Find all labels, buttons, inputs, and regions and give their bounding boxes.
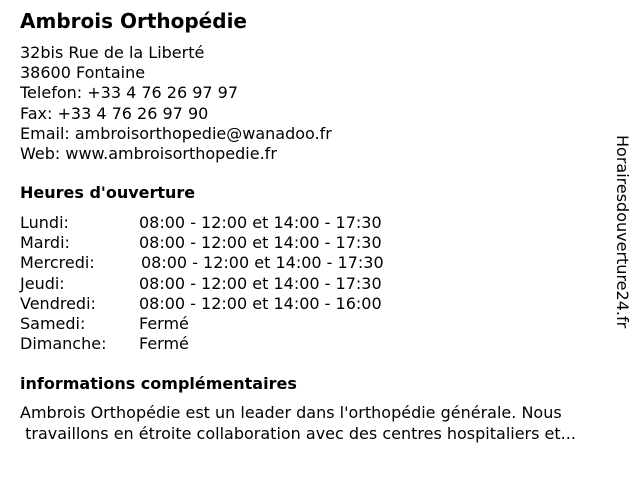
time: Fermé bbox=[139, 314, 189, 334]
info-text: Ambrois Orthopédie est un leader dans l'… bbox=[20, 403, 576, 444]
hours-row: Mardi: 08:00 - 12:00 et 14:00 - 17:30 bbox=[20, 233, 384, 253]
time: 08:00 - 12:00 et 14:00 - 17:30 bbox=[141, 253, 384, 273]
time: Fermé bbox=[139, 334, 189, 354]
info-heading: informations complémentaires bbox=[20, 374, 297, 393]
hours-row: Samedi: Fermé bbox=[20, 314, 384, 334]
hours-row: Vendredi: 08:00 - 12:00 et 14:00 - 16:00 bbox=[20, 294, 384, 314]
hours-heading: Heures d'ouverture bbox=[20, 183, 196, 202]
day: Mercredi: bbox=[20, 253, 95, 273]
day: Lundi: bbox=[20, 213, 69, 232]
info-line: Ambrois Orthopédie est un leader dans l'… bbox=[20, 403, 562, 422]
contact-block: 32bis Rue de la Liberté 38600 Fontaine T… bbox=[20, 43, 332, 164]
day: Samedi: bbox=[20, 314, 86, 334]
time: 08:00 - 12:00 et 14:00 - 17:30 bbox=[139, 273, 382, 293]
info-line: travaillons en étroite collaboration ave… bbox=[20, 423, 576, 443]
time: 08:00 - 12:00 et 14:00 - 17:30 bbox=[139, 233, 382, 253]
hours-row: Dimanche: Fermé bbox=[20, 334, 384, 354]
address-street: 32bis Rue de la Liberté bbox=[20, 43, 205, 62]
fax: Fax: +33 4 76 26 97 90 bbox=[20, 103, 209, 123]
watermark: Horairesdouverture24.fr bbox=[613, 135, 632, 329]
business-name: Ambrois Orthopédie bbox=[20, 9, 247, 33]
time: 08:00 - 12:00 et 14:00 - 17:30 bbox=[139, 213, 382, 232]
day: Mardi: bbox=[20, 233, 70, 253]
day: Vendredi: bbox=[20, 293, 96, 313]
email: Email: ambroisorthopedie@wanadoo.fr bbox=[20, 123, 332, 143]
hours-table: Lundi: 08:00 - 12:00 et 14:00 - 17:30 Mar… bbox=[20, 213, 384, 354]
hours-row: Mercredi: 08:00 - 12:00 et 14:00 - 17:30 bbox=[20, 253, 384, 273]
hours-row: Lundi: 08:00 - 12:00 et 14:00 - 17:30 bbox=[20, 213, 384, 233]
phone: Telefon: +33 4 76 26 97 97 bbox=[20, 83, 239, 103]
hours-row: Jeudi: 08:00 - 12:00 et 14:00 - 17:30 bbox=[20, 274, 384, 294]
time: 08:00 - 12:00 et 14:00 - 16:00 bbox=[139, 293, 382, 313]
website: Web: www.ambroisorthopedie.fr bbox=[20, 144, 277, 164]
address-city: 38600 Fontaine bbox=[20, 63, 146, 83]
day: Jeudi: bbox=[20, 273, 65, 293]
day: Dimanche: bbox=[20, 334, 107, 354]
